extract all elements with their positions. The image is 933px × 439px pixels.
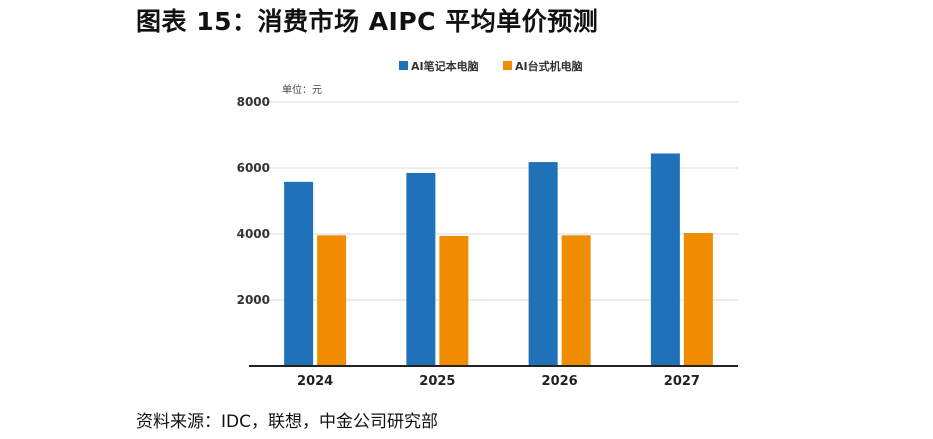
y-tick-label: 8000 bbox=[237, 95, 270, 109]
x-axis-categories: 2024 2025 2026 2027 bbox=[297, 374, 700, 389]
y-tick-label: 4000 bbox=[237, 227, 270, 241]
bar-desktop-2025 bbox=[439, 235, 469, 366]
y-unit-label: 单位：元 bbox=[282, 83, 322, 96]
bar-desktop-2027 bbox=[683, 233, 713, 366]
y-tick-label: 6000 bbox=[237, 161, 270, 175]
bar-notebook-2025 bbox=[406, 172, 436, 366]
figure-source: 资料来源：IDC，联想，中金公司研究部 bbox=[136, 412, 438, 432]
legend: AI笔记本电脑 AI台式机电脑 bbox=[399, 59, 583, 73]
bar-desktop-2024 bbox=[317, 235, 347, 366]
x-category-label: 2025 bbox=[419, 374, 455, 389]
bar-desktop-2026 bbox=[561, 235, 591, 366]
legend-swatch-notebook bbox=[399, 61, 408, 70]
bar-notebook-2024 bbox=[284, 181, 314, 366]
legend-swatch-desktop bbox=[503, 61, 512, 70]
x-category-label: 2027 bbox=[664, 374, 700, 389]
bar-notebook-2026 bbox=[528, 162, 558, 366]
y-tick-label: 2000 bbox=[237, 293, 270, 307]
y-axis-ticks: 2000 4000 6000 8000 bbox=[237, 95, 270, 307]
legend-label-notebook: AI笔记本电脑 bbox=[411, 59, 479, 73]
bars bbox=[284, 153, 713, 366]
bar-chart: 2000 4000 6000 8000 单位：元 AI笔记本电脑 AI台式机电脑 202… bbox=[237, 59, 738, 389]
x-category-label: 2024 bbox=[297, 374, 333, 389]
legend-label-desktop: AI台式机电脑 bbox=[515, 59, 583, 73]
x-category-label: 2026 bbox=[542, 374, 578, 389]
bar-notebook-2027 bbox=[650, 153, 680, 366]
figure-title: 图表 15：消费市场 AIPC 平均单价预测 bbox=[136, 7, 599, 36]
